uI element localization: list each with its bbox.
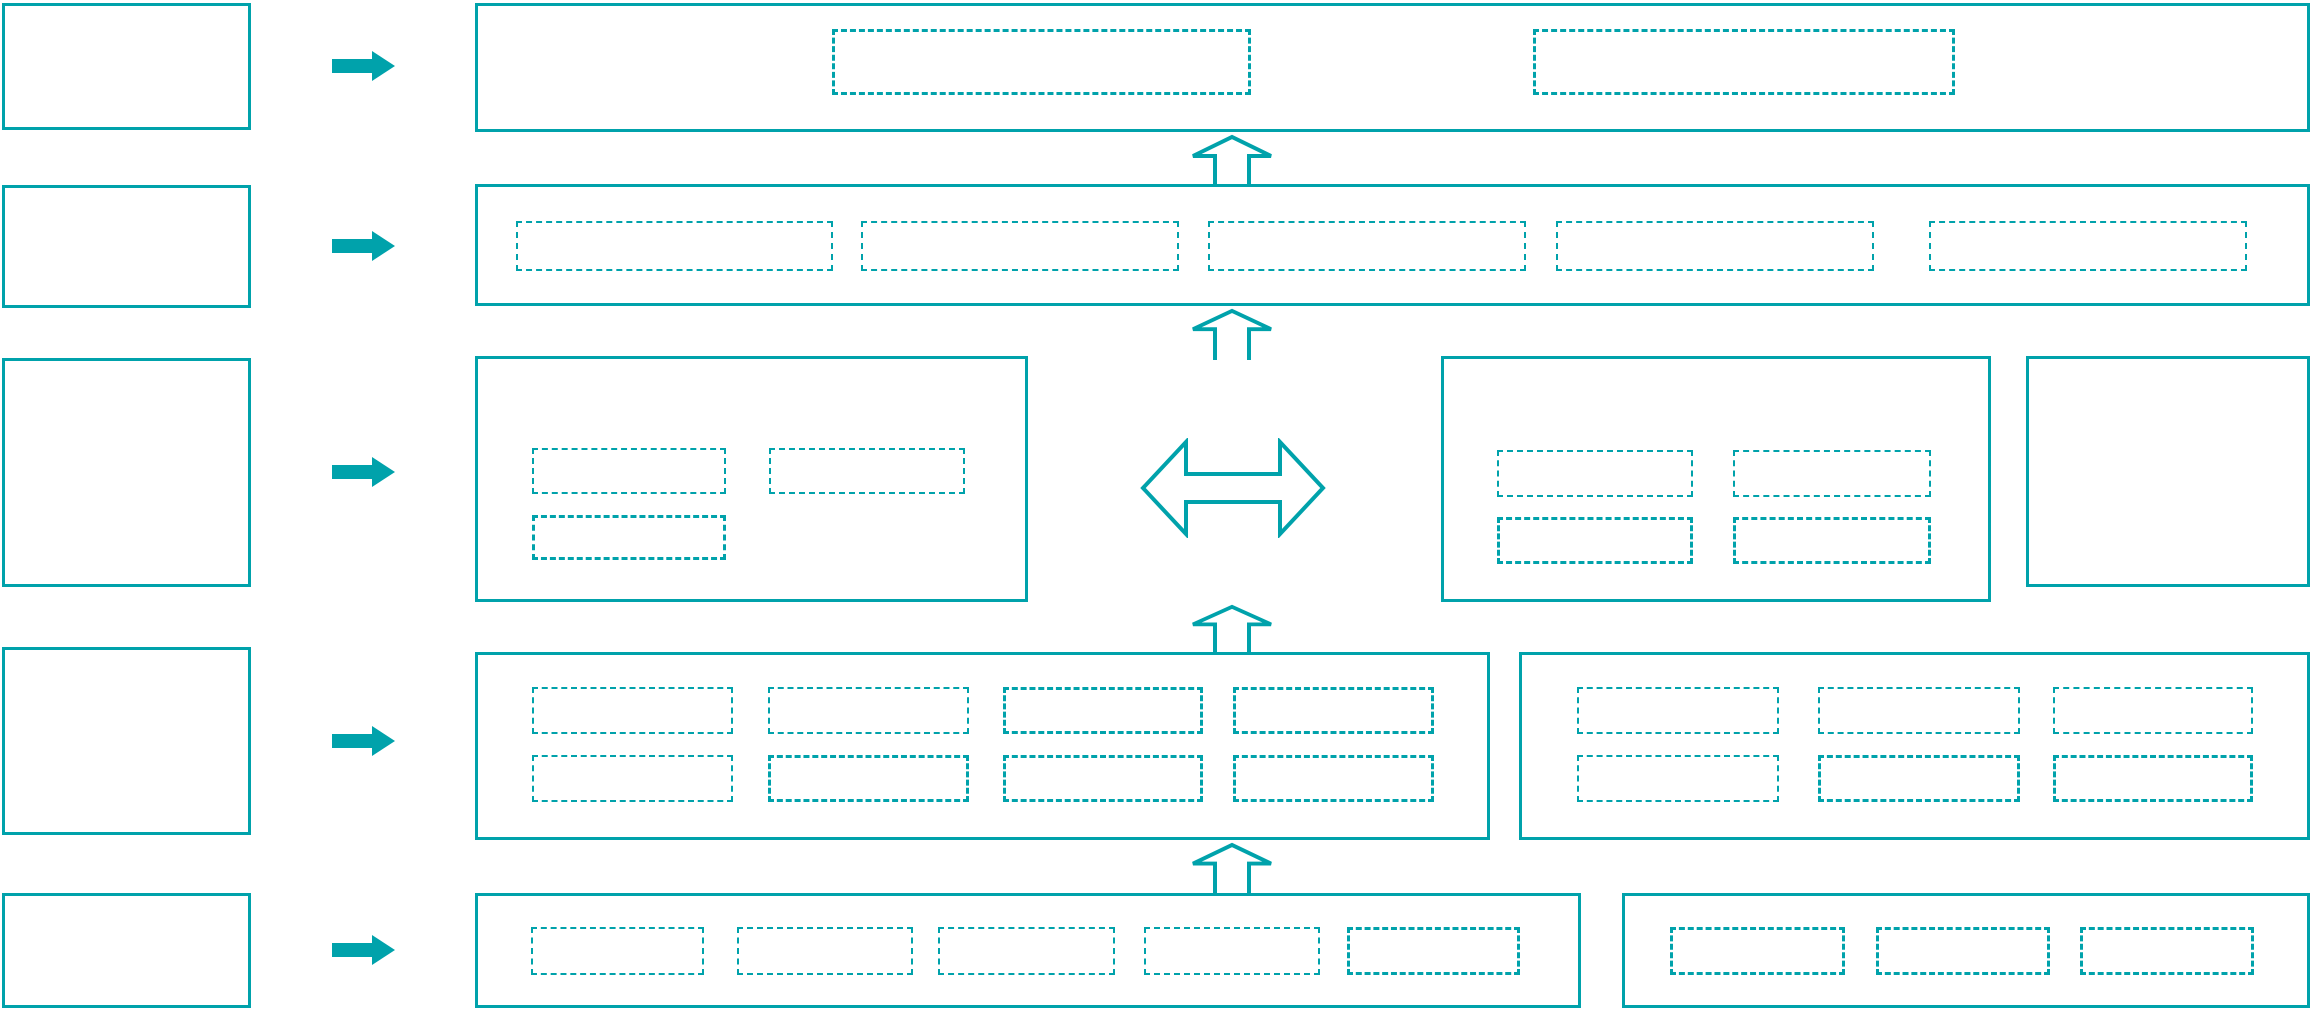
- row-3-right-panel: [1441, 356, 1991, 602]
- row-3-far-right-box: [2026, 356, 2310, 587]
- placeholder-slot: [1556, 221, 1874, 271]
- placeholder-slot: [861, 221, 1179, 271]
- right-arrow-icon: [332, 935, 395, 965]
- right-arrow-icon: [332, 726, 395, 756]
- placeholder-slot: [532, 687, 733, 734]
- placeholder-slot: [768, 755, 969, 802]
- placeholder-slot: [2080, 927, 2254, 975]
- double-arrow-icon: [1140, 438, 1326, 538]
- placeholder-slot: [531, 927, 704, 975]
- placeholder-slot: [1003, 755, 1203, 802]
- placeholder-slot: [1818, 755, 2020, 802]
- placeholder-slot: [516, 221, 833, 271]
- placeholder-slot: [2053, 755, 2253, 802]
- placeholder-slot: [832, 29, 1251, 95]
- up-arrow-icon: [1192, 134, 1272, 188]
- right-arrow-icon: [332, 51, 395, 81]
- placeholder-slot: [1497, 450, 1693, 497]
- row-4-right-panel: [1519, 652, 2310, 840]
- placeholder-slot: [1577, 755, 1779, 802]
- placeholder-slot: [1733, 450, 1931, 497]
- right-arrow-icon: [332, 457, 395, 487]
- row-5-label-box: [2, 893, 251, 1008]
- placeholder-slot: [1208, 221, 1526, 271]
- placeholder-slot: [1670, 927, 1845, 975]
- row-1-label-box: [2, 3, 251, 130]
- right-arrow-icon: [332, 231, 395, 261]
- placeholder-slot: [1003, 687, 1203, 734]
- placeholder-slot: [532, 755, 733, 802]
- placeholder-slot: [1577, 687, 1779, 734]
- placeholder-slot: [737, 927, 913, 975]
- up-arrow-icon: [1192, 604, 1272, 654]
- placeholder-slot: [1818, 687, 2020, 734]
- placeholder-slot: [1929, 221, 2247, 271]
- placeholder-slot: [1347, 927, 1520, 975]
- placeholder-slot: [1533, 29, 1955, 95]
- placeholder-slot: [2053, 687, 2253, 734]
- placeholder-slot: [768, 687, 969, 734]
- row-5-right-panel: [1622, 893, 2310, 1008]
- placeholder-slot: [938, 927, 1115, 975]
- placeholder-slot: [1733, 517, 1931, 564]
- placeholder-slot: [1233, 687, 1434, 734]
- row-2-label-box: [2, 185, 251, 308]
- row-2-panel: [475, 184, 2310, 306]
- up-arrow-icon: [1192, 308, 1272, 360]
- row-3-left-panel: [475, 356, 1028, 602]
- row-1-panel: [475, 3, 2310, 132]
- placeholder-slot: [1144, 927, 1320, 975]
- up-arrow-icon: [1192, 842, 1272, 895]
- placeholder-slot: [532, 515, 726, 560]
- placeholder-slot: [1876, 927, 2050, 975]
- placeholder-slot: [1497, 517, 1693, 564]
- placeholder-slot: [1233, 755, 1434, 802]
- row-3-label-box: [2, 358, 251, 587]
- placeholder-slot: [532, 448, 726, 494]
- placeholder-slot: [769, 448, 965, 494]
- row-4-label-box: [2, 647, 251, 835]
- row-4-left-panel: [475, 652, 1490, 840]
- row-5-left-panel: [475, 893, 1581, 1008]
